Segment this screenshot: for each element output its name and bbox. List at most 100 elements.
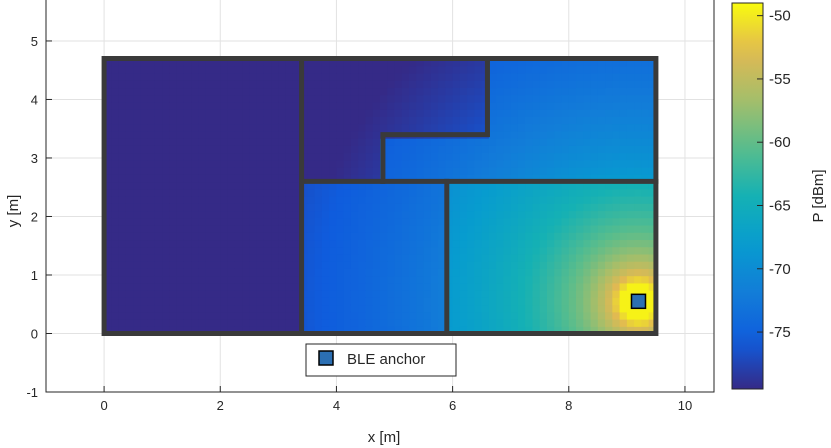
heatmap-cell [154,152,163,161]
heatmap-cell [147,326,156,335]
heatmap-cell [409,152,417,161]
heatmap-cell [430,101,439,110]
heatmap-cell [321,196,330,204]
heatmap-cell [162,145,171,154]
heatmap-cell [154,210,163,219]
heatmap-cell [605,130,613,139]
heatmap-cell [532,116,541,125]
heatmap-cell [452,311,461,320]
heatmap-cell [416,210,425,219]
heatmap-cell [227,297,236,306]
heatmap-cell [278,290,287,298]
heatmap-cell [133,72,141,81]
heatmap-cell [380,87,388,96]
heatmap-cell [292,80,301,89]
heatmap-cell [285,217,294,226]
heatmap-cell [249,167,258,175]
heatmap-cell [263,188,272,197]
heatmap-cell [350,326,359,335]
heatmap-cell [539,181,548,190]
heatmap-cell [329,304,338,313]
heatmap-cell [648,261,657,269]
heatmap-cell [169,152,178,161]
heatmap-cell [213,80,221,89]
heatmap-cell [147,87,156,96]
heatmap-cell [401,224,410,233]
heatmap-cell [452,152,461,161]
heatmap-cell [292,268,301,277]
heatmap-cell [176,304,185,313]
heatmap-cell [321,217,330,226]
heatmap-cell [271,196,279,204]
heatmap-cell [583,232,592,241]
heatmap-cell [503,116,512,125]
heatmap-cell [401,203,410,212]
heatmap-cell [648,239,657,248]
heatmap-cell [133,290,141,298]
heatmap-cell [154,123,163,132]
heatmap-cell [365,181,374,190]
heatmap-cell [503,174,512,183]
heatmap-cell [256,275,265,284]
heatmap-cell [648,210,657,219]
heatmap-cell [438,319,446,327]
heatmap-cell [554,268,563,277]
heatmap-cell [488,239,497,248]
heatmap-cell [539,217,548,226]
x-tick-label: 4 [333,398,340,413]
heatmap-cell [154,80,163,89]
heatmap-cell [227,174,236,183]
heatmap-cell [539,290,548,298]
heatmap-cell [576,239,584,248]
heatmap-cell [648,297,657,306]
heatmap-cell [336,87,345,96]
heatmap-cell [568,268,577,277]
heatmap-cell [133,188,141,197]
heatmap-cell [452,174,461,183]
heatmap-cell [387,65,396,74]
heatmap-cell [256,152,265,161]
heatmap-cell [438,138,446,146]
heatmap-cell [329,80,338,89]
heatmap-cell [612,196,621,204]
heatmap-cell [198,138,207,146]
heatmap-cell [467,159,475,168]
heatmap-cell [271,116,279,125]
heatmap-cell [256,304,265,313]
heatmap-cell [641,196,650,204]
heatmap-cell [140,290,149,298]
heatmap-cell [634,217,642,226]
heatmap-cell [350,196,359,204]
heatmap-cell [125,239,134,248]
heatmap-cell [423,159,432,168]
heatmap-cell [198,326,207,335]
heatmap-cell [263,196,272,204]
heatmap-cell [162,109,171,117]
heatmap-cell [452,138,461,146]
heatmap-cell [605,72,613,81]
heatmap-cell [133,311,141,320]
heatmap-cell [510,116,519,125]
heatmap-cell [321,80,330,89]
heatmap-cell [459,232,468,241]
heatmap-cell [176,203,185,212]
heatmap-cell [336,72,345,81]
heatmap-cell [220,290,229,298]
heatmap-cell [474,297,483,306]
heatmap-cell [561,268,570,277]
heatmap-cell [423,326,432,335]
heatmap-cell [568,326,577,335]
heatmap-cell [358,152,367,161]
heatmap-cell [459,116,468,125]
heatmap-cell [380,188,388,197]
heatmap-cell [517,159,526,168]
heatmap-cell [430,58,439,67]
heatmap-cell [329,130,338,139]
heatmap-cell [125,268,134,277]
heatmap-cell [343,275,352,284]
heatmap-cell [394,275,403,284]
heatmap-cell [213,246,221,255]
heatmap-cell [416,196,425,204]
heatmap-cell [198,58,207,67]
heatmap-cell [452,188,461,197]
